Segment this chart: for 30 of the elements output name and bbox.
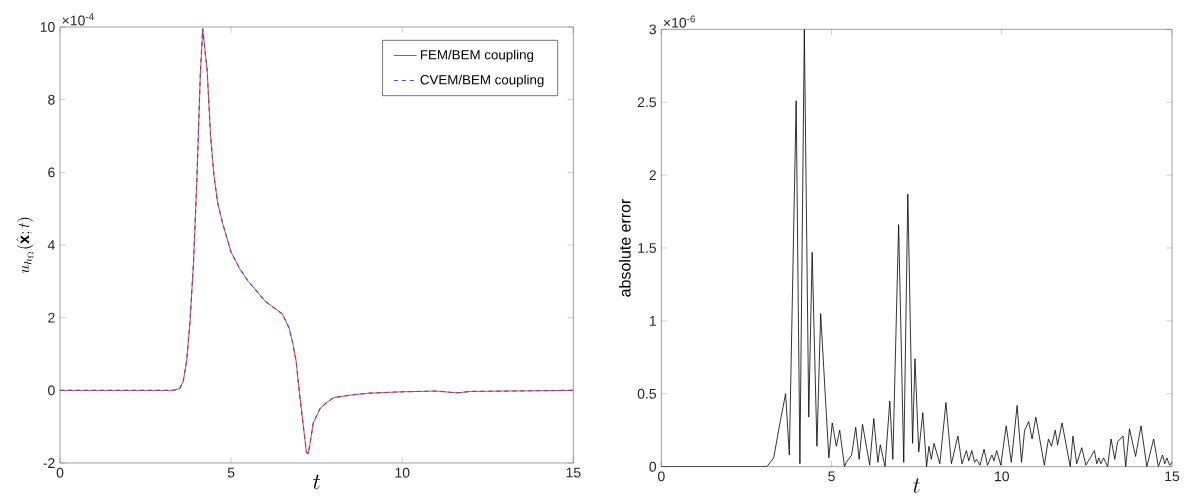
y-tick-label: 0.5 xyxy=(637,388,657,399)
x-tick-label: 0 xyxy=(56,467,64,478)
x-tick-label: 10 xyxy=(395,467,410,478)
y-tick-label: 1 xyxy=(649,316,656,326)
y-tick-label: 1.5 xyxy=(638,243,657,253)
y-tick-label: 2 xyxy=(649,170,656,180)
y-tick-label: 2.5 xyxy=(637,97,657,108)
x-tick-label: 5 xyxy=(828,471,835,482)
text: ×10$^{-4}$ xyxy=(62,13,94,26)
y-tick-label: 3 xyxy=(649,24,657,35)
y-tick-label: 6 xyxy=(48,167,55,178)
y-tick-label: 10 xyxy=(40,22,55,32)
text: ×10$^{-6}$ xyxy=(663,15,695,28)
y-axis-title: absolute error xyxy=(618,198,631,297)
legend-label: CVEM/BEM coupling xyxy=(420,74,544,88)
legend-label: FEM/BEM coupling xyxy=(420,49,534,63)
x-axis-title: $t$ xyxy=(913,478,921,493)
y-tick-label: 2 xyxy=(48,312,55,323)
x-tick-label: 0 xyxy=(657,471,665,482)
x-axis-title: $t$ xyxy=(313,474,321,490)
y-tick-label: 0 xyxy=(48,385,55,396)
y-tick-label: 8 xyxy=(48,94,55,105)
y-tick-label: -2 xyxy=(43,458,55,468)
x-tick-label: 5 xyxy=(227,467,235,478)
y-tick-label: 4 xyxy=(47,240,55,250)
x-tick-label: 10 xyxy=(995,471,1010,482)
x-tick-label: 15 xyxy=(1165,471,1180,482)
x-tick-label: 15 xyxy=(566,467,581,478)
y-axis-title: $u_{h_\Omega}(\hat{\mathbf{x}};t)$ xyxy=(16,217,34,274)
line-series xyxy=(661,29,1173,467)
